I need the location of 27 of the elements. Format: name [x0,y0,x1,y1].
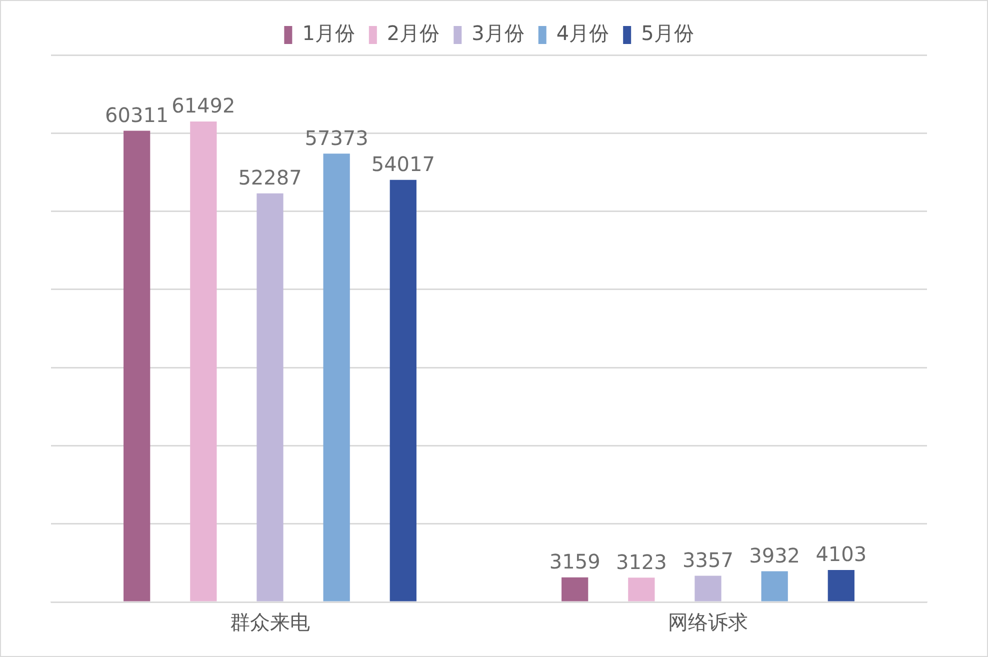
legend-label: 4月份 [556,21,610,46]
bar [256,193,284,602]
data-label: 3123 [616,550,667,574]
bar [323,154,350,602]
bar [828,570,854,602]
data-label: 3932 [749,543,800,568]
data-label: 3159 [549,550,600,574]
bar [761,571,788,602]
legend-label: 5月份 [641,21,694,46]
bar [628,578,655,602]
data-label: 60311 [105,102,169,127]
data-label: 52287 [238,166,302,190]
data-label: 61492 [172,94,236,118]
bar [694,576,722,602]
x-tick-label: 网络诉求 [668,610,748,634]
legend-label: 1月份 [302,21,355,46]
bar [390,180,416,602]
data-label: 4103 [816,542,867,566]
x-tick-label: 群众来电 [230,610,310,634]
bar [190,121,217,602]
legend-label: 2月份 [386,21,440,46]
data-label: 54017 [371,152,435,176]
bar [124,130,150,602]
data-label: 3357 [682,548,734,572]
bar [562,577,588,602]
legend-label: 3月份 [472,21,524,46]
data-label: 57373 [304,126,368,150]
